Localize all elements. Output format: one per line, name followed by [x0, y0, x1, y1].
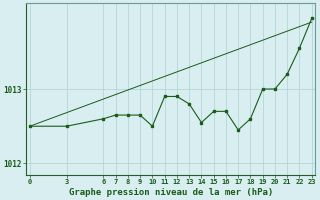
- X-axis label: Graphe pression niveau de la mer (hPa): Graphe pression niveau de la mer (hPa): [69, 188, 273, 197]
